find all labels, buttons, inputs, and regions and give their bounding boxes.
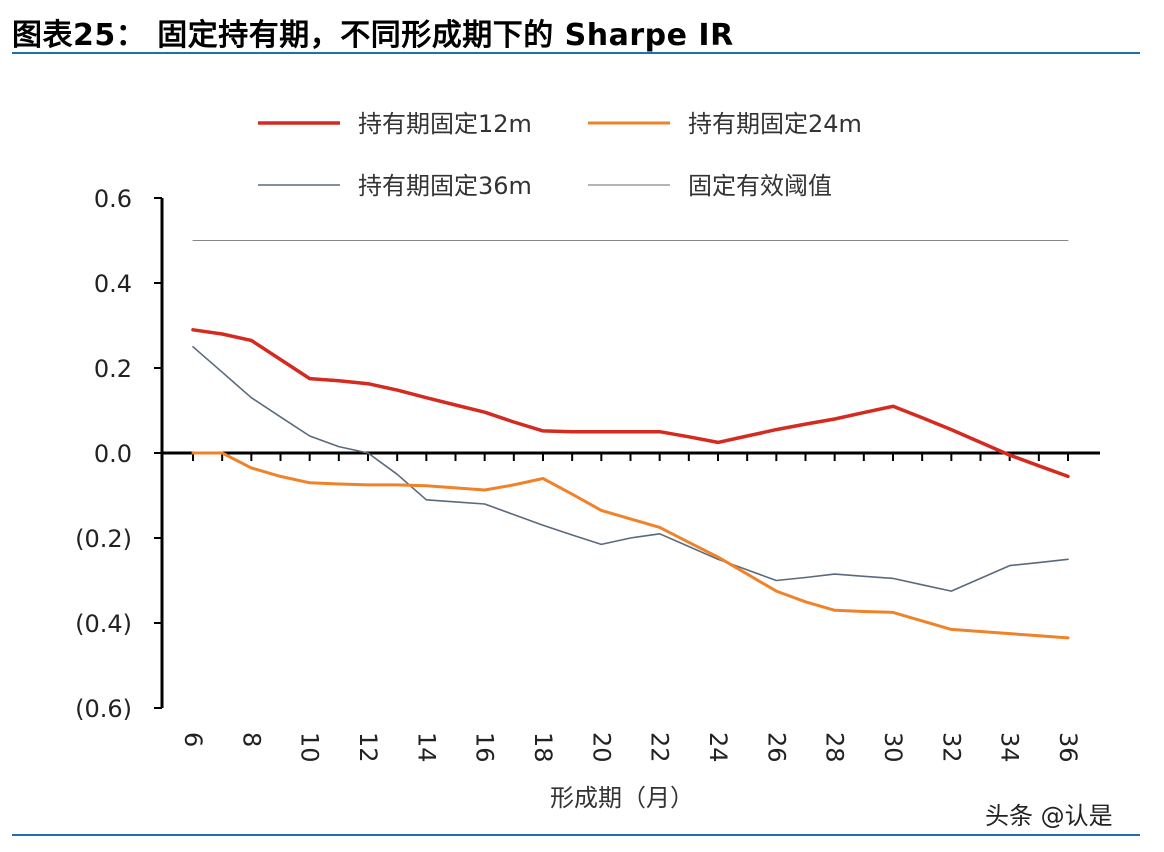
- x-tick-label: 32: [937, 732, 965, 763]
- legend-label-1: 持有期固定24m: [688, 110, 862, 138]
- x-tick-label: 30: [879, 732, 907, 763]
- x-tick-label: 20: [587, 732, 615, 763]
- legend-label-0: 持有期固定12m: [358, 110, 532, 138]
- y-tick-label: 0.4: [94, 270, 132, 298]
- x-tick-label: 24: [704, 732, 732, 763]
- watermark-text: 头条 @认是: [985, 802, 1113, 830]
- x-tick-label: 22: [646, 732, 674, 763]
- legend-label-3: 固定有效阈值: [688, 172, 832, 200]
- x-tick-label: 8: [237, 732, 265, 747]
- y-tick-label: 0.0: [94, 440, 132, 468]
- x-axis-label: 形成期（月）: [550, 784, 694, 812]
- title-bar: 图表25： 固定持有期，不同形成期下的 Sharpe IR: [0, 0, 1164, 56]
- x-tick-label: 6: [179, 732, 207, 747]
- x-tick-label: 36: [1054, 732, 1082, 763]
- x-axis: 6 8 10 12 14 16 18 20 22 24 26 28 30 32 34 36: [162, 451, 1100, 763]
- x-tick-label: 28: [821, 732, 849, 763]
- series-line-0: [191, 328, 1070, 479]
- y-axis: 0.6 0.4 0.2 0.0 (0.2) (0.4) (0.6): [75, 185, 164, 723]
- bottom-divider: [12, 834, 1140, 836]
- series-line-2: [192, 345, 1069, 592]
- series-lines: [191, 240, 1070, 640]
- x-tick-label: 12: [354, 732, 382, 763]
- x-tick-label: 14: [412, 732, 440, 763]
- x-tick-label: 16: [471, 732, 499, 763]
- legend-label-2: 持有期固定36m: [358, 172, 532, 200]
- x-tick-label: 34: [996, 732, 1024, 763]
- title-divider: [12, 52, 1140, 54]
- y-tick-label: (0.6): [75, 695, 132, 723]
- y-tick-label: (0.2): [75, 525, 132, 553]
- y-tick-label: (0.4): [75, 610, 132, 638]
- chart-legend: 持有期固定12m 持有期固定24m 持有期固定36m 固定有效阈值: [258, 110, 862, 200]
- x-tick-label: 18: [529, 732, 557, 763]
- chart-title: 图表25： 固定持有期，不同形成期下的 Sharpe IR: [12, 18, 734, 53]
- series-line-1: [191, 451, 1070, 640]
- line-chart: 持有期固定12m 持有期固定24m 持有期固定36m 固定有效阈值 0.6 0.4 0.2…: [75, 110, 1100, 812]
- x-tick-label: 10: [296, 732, 324, 763]
- y-tick-label: 0.2: [94, 355, 132, 383]
- x-tick-label: 26: [762, 732, 790, 763]
- y-tick-label: 0.6: [94, 185, 132, 213]
